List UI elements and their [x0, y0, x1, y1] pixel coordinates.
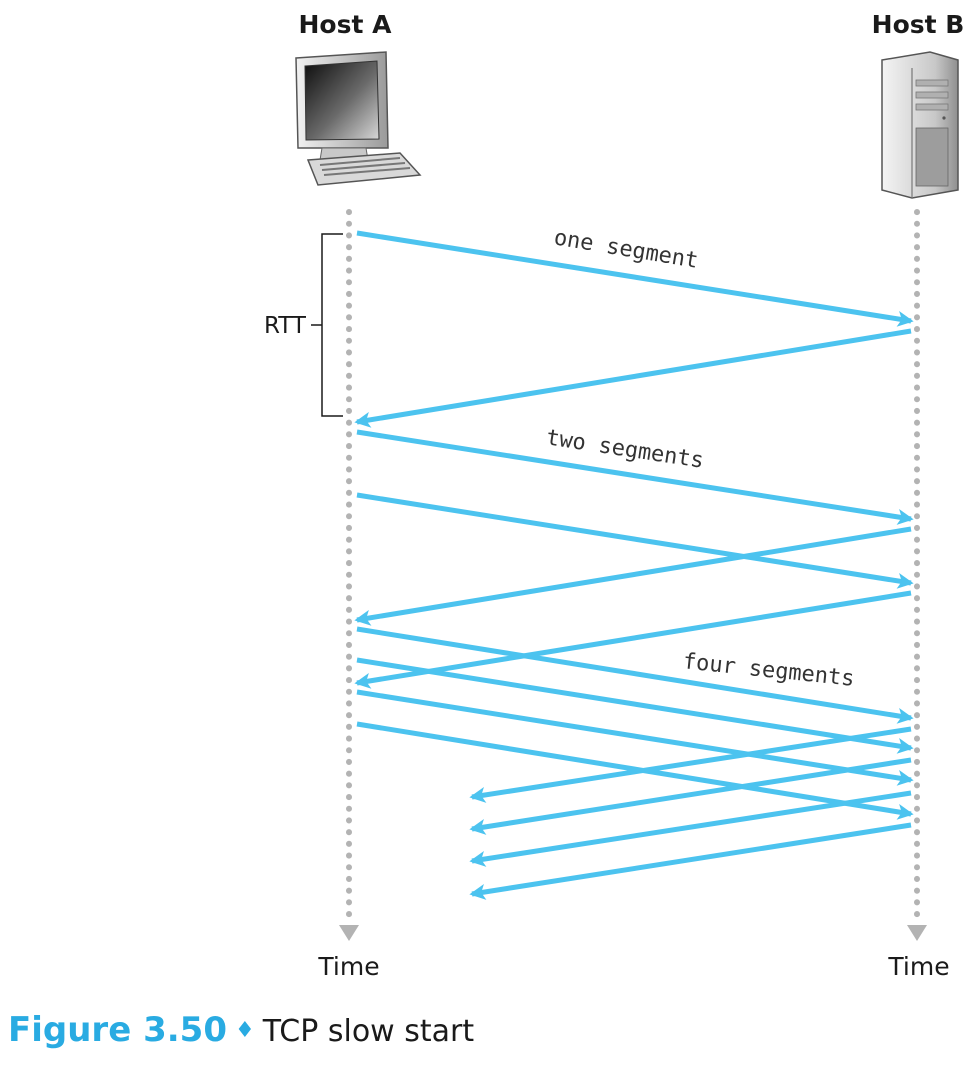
ack-arrow [469, 726, 912, 803]
segment-arrow [356, 626, 914, 724]
segment-arrow [356, 721, 914, 820]
segment-arrow [356, 429, 914, 525]
segment-arrow [356, 230, 914, 327]
rtt-label: RTT [264, 313, 307, 339]
timeline-host-a-arrow-icon [339, 925, 359, 941]
time-label-host-a: Time [317, 952, 379, 981]
ack-arrow [354, 526, 912, 626]
tcp-slow-start-diagram: Host A Host B [264, 10, 965, 981]
figure-title: TCP slow start [262, 1014, 475, 1049]
segment-arrow [356, 492, 914, 589]
ack-arrow [469, 822, 912, 900]
figure-caption: Figure 3.50 ♦ TCP slow start [8, 1010, 474, 1050]
rtt-bracket [311, 233, 343, 417]
host-a-label: Host A [299, 10, 393, 39]
server-tower-icon [881, 51, 959, 199]
figure-number: Figure 3.50 [8, 1010, 227, 1050]
segment-arrow [356, 657, 914, 754]
caption-separator: ♦ [234, 1018, 255, 1043]
time-label-host-b: Time [887, 952, 949, 981]
desktop-computer-icon [295, 51, 422, 186]
ack-arrow [469, 790, 912, 867]
segment-arrow [356, 689, 914, 786]
ack-arrow [354, 590, 912, 689]
host-b-label: Host B [872, 10, 965, 39]
timeline-host-b-arrow-icon [907, 925, 927, 941]
ack-arrow [354, 328, 912, 428]
ack-arrow [469, 757, 912, 835]
